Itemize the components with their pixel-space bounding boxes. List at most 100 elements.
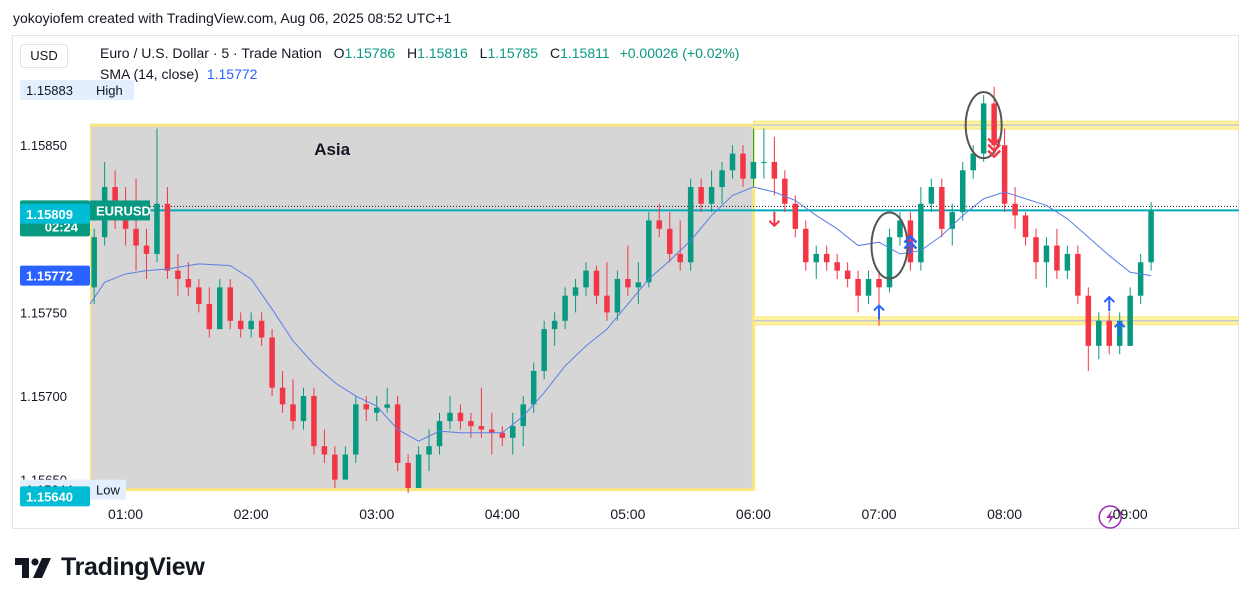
candle-body-38 <box>489 429 495 433</box>
candle-body-83 <box>959 170 966 213</box>
signal-double-up-icon-2-chevron-1 <box>903 234 918 244</box>
signal-up-arrow-icon-5 <box>1113 320 1126 337</box>
candle-body-56 <box>677 253 683 263</box>
candle-body-73 <box>855 278 861 296</box>
candle-body-23 <box>332 454 338 480</box>
candle-body-85 <box>980 103 987 154</box>
candle-body-69 <box>813 253 819 263</box>
candle-body-25 <box>353 404 359 455</box>
tradingview-logo-icon <box>15 557 51 578</box>
high-value: 1.15816 <box>417 45 468 61</box>
candle-body-33 <box>436 421 443 447</box>
candle-body-96 <box>1096 320 1102 346</box>
candle-body-80 <box>928 187 935 204</box>
candle-body-42 <box>530 370 537 405</box>
candle-body-81 <box>939 187 945 229</box>
candle-body-64 <box>761 161 767 163</box>
candle-body-76 <box>886 237 893 288</box>
price-label-box-3 <box>20 80 90 101</box>
candle-body-72 <box>844 270 851 279</box>
signal-triple-down-icon-3-chevron-2 <box>987 149 1002 159</box>
candle-body-93 <box>1064 253 1071 271</box>
price-label-box-2 <box>20 265 90 286</box>
price-label-value-3: 1.15883 <box>26 83 73 98</box>
candle-body-44 <box>551 320 558 330</box>
candle-body-7 <box>164 203 171 271</box>
sma-line <box>90 186 1152 442</box>
low-label: L <box>479 45 488 61</box>
candle-body-30 <box>405 462 411 488</box>
x-tick-label-1: 02:00 <box>234 506 269 522</box>
candle-body-92 <box>1054 245 1060 271</box>
candle-body-66 <box>782 178 788 204</box>
candle-body-90 <box>1033 237 1039 263</box>
candle-body-47 <box>583 270 589 288</box>
sma-value: 1.15772 <box>206 66 258 82</box>
candle-body-34 <box>447 412 453 422</box>
candle-body-49 <box>604 295 610 313</box>
candle-body-59 <box>708 187 715 204</box>
candle-body-51 <box>625 278 631 288</box>
candle-body-97 <box>1106 320 1112 346</box>
price-label-box-1 <box>20 203 90 224</box>
x-tick-label-4: 05:00 <box>610 506 645 522</box>
candle-body-77 <box>897 220 903 238</box>
candle-body-54 <box>656 220 663 229</box>
price-label-tag-box-0 <box>90 200 150 221</box>
candle-body-58 <box>698 187 704 204</box>
candle-body-74 <box>865 278 872 296</box>
x-tick-label-2: 03:00 <box>359 506 394 522</box>
candle-body-45 <box>562 295 568 321</box>
y-tick-label-3: 1.15850 <box>20 138 67 153</box>
lightning-icon <box>1106 510 1115 524</box>
low-value: 1.15785 <box>487 45 539 61</box>
candle-body-8 <box>175 270 181 279</box>
price-label-value-2: 1.15772 <box>26 269 73 284</box>
candle-body-31 <box>415 454 422 488</box>
signal-down-arrow-icon-0-head <box>768 220 781 228</box>
price-label-box-5 <box>20 486 90 507</box>
candle-body-32 <box>426 446 432 455</box>
candle-body-48 <box>593 270 600 296</box>
price-label-tag-box-3 <box>90 80 134 101</box>
open-value: 1.15786 <box>344 45 396 61</box>
candle-body-3 <box>122 212 129 229</box>
candle-body-70 <box>823 253 830 263</box>
candle-body-79 <box>918 203 924 263</box>
candle-body-88 <box>1012 203 1018 216</box>
brand-name: TradingView <box>61 553 205 581</box>
candle-body-36 <box>468 421 474 427</box>
close-value: 1.15811 <box>560 45 610 61</box>
candle-body-46 <box>572 287 579 296</box>
price-chart[interactable]: Asiapvv1.156501.157001.157501.158501.158… <box>12 35 1239 529</box>
signal-down-arrow-icon-0 <box>768 211 781 228</box>
candle-body-0 <box>91 237 97 288</box>
signal-double-up-icon-2-chevron-0 <box>903 240 918 250</box>
currency-button[interactable]: USD <box>20 44 68 68</box>
candle-body-40 <box>510 426 516 438</box>
candle-body-4 <box>133 228 139 246</box>
signal-up-arrow-icon-4 <box>1103 295 1115 312</box>
signal-up-arrow-icon-1 <box>873 304 885 320</box>
candle-body-21 <box>311 396 317 447</box>
price-label-tag-3: High <box>96 83 123 98</box>
candle-body-24 <box>342 454 349 480</box>
candle-body-12 <box>217 287 223 330</box>
candle-body-14 <box>237 320 244 330</box>
tradingview-logo[interactable]: TradingView <box>15 553 205 582</box>
candle-body-39 <box>499 432 506 438</box>
symbol-legend[interactable]: Euro / U.S. Dollar · 5 · Trade Nation O1… <box>100 45 739 61</box>
close-label: C <box>549 45 561 61</box>
candle-body-62 <box>740 153 746 179</box>
candle-body-60 <box>719 170 725 188</box>
candle-body-35 <box>457 412 464 422</box>
sma-legend[interactable]: SMA (14, close) 1.15772 <box>100 66 257 82</box>
candle-body-65 <box>771 161 778 179</box>
high-label: H <box>407 45 418 61</box>
signal-up-arrow-icon-1-head <box>873 304 885 312</box>
candle-body-28 <box>384 404 390 408</box>
signal-triple-down-icon-3-chevron-1 <box>987 143 1002 153</box>
candle-body-26 <box>363 404 370 410</box>
candle-body-18 <box>279 387 286 405</box>
